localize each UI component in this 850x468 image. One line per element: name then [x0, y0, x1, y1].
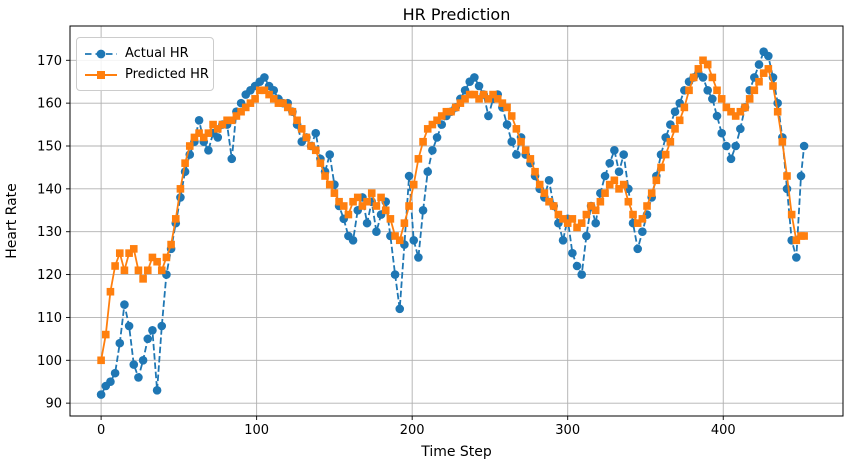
axis-ticks: 0 100 200 300 400 90 100 110 120 130 140 150 160 170 [37, 54, 735, 438]
plot-border [69, 25, 844, 417]
y-tick-label: 100 [37, 354, 62, 369]
x-tick-label: 400 [711, 423, 736, 438]
y-tick-label: 130 [37, 225, 62, 240]
y-tick-label: 170 [37, 54, 62, 69]
legend-item-actual-hr: Actual HR [84, 43, 205, 64]
legend-sample-predicted-line-icon [85, 70, 117, 79]
series-predicted-hr [97, 56, 808, 365]
legend: Actual HR Predicted HR [76, 37, 214, 91]
y-tick-label: 110 [37, 311, 62, 326]
x-tick-label: 100 [244, 423, 269, 438]
x-tick-label: 300 [555, 423, 580, 438]
legend-label-actual: Actual HR [125, 46, 189, 61]
y-tick-label: 120 [37, 268, 62, 283]
y-tick-label: 90 [45, 397, 62, 412]
legend-item-predicted-hr: Predicted HR [84, 64, 209, 85]
y-tick-label: 140 [37, 182, 62, 197]
x-tick-label: 0 [97, 423, 105, 438]
y-tick-label: 160 [37, 97, 62, 112]
y-tick-label: 150 [37, 140, 62, 155]
x-tick-label: 200 [400, 423, 425, 438]
legend-label-predicted: Predicted HR [125, 67, 209, 82]
chart-title: HR Prediction [402, 5, 511, 24]
legend-sample-actual-line-icon [85, 49, 117, 58]
y-axis-label: Heart Rate [4, 183, 20, 259]
x-axis-label: Time Step [421, 444, 492, 460]
series-actual-hr [96, 47, 809, 399]
